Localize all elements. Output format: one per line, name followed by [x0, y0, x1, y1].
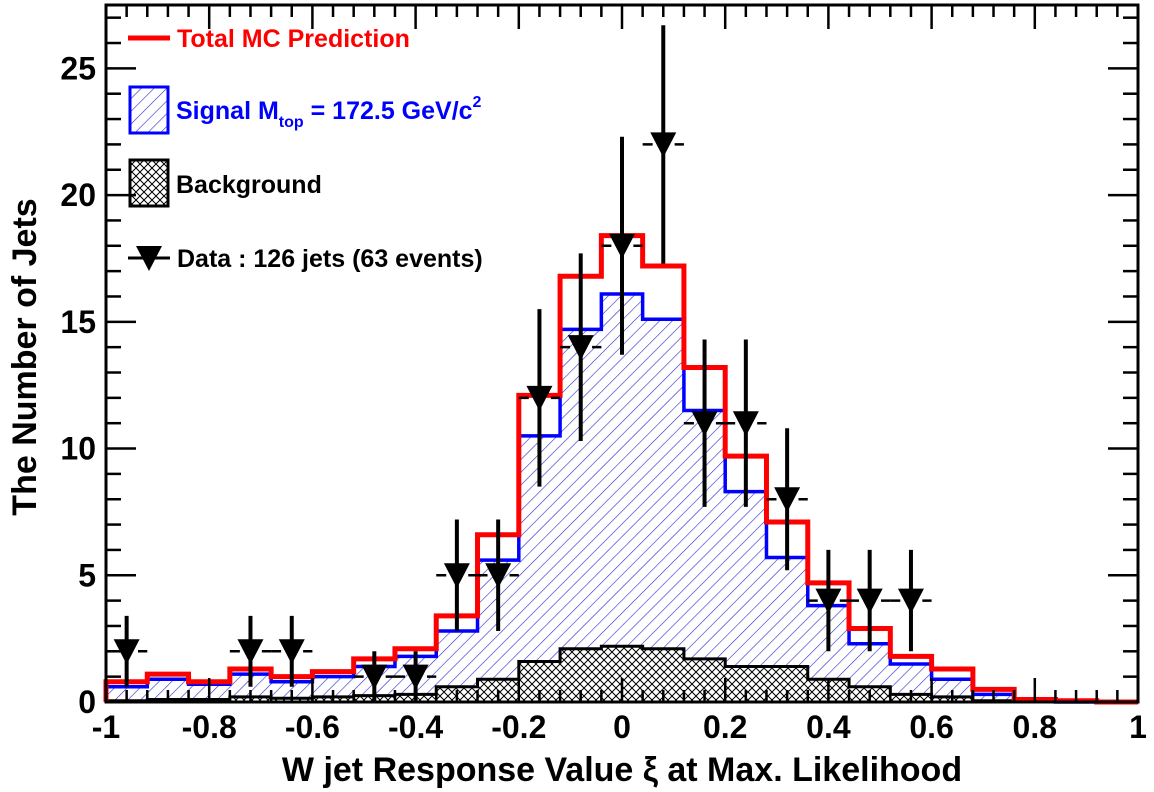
data-marker: [856, 588, 883, 614]
legend-data-label: Data : 126 jets (63 events): [177, 245, 483, 273]
data-marker: [237, 639, 264, 665]
data-marker: [278, 639, 305, 665]
data-marker: [691, 411, 718, 437]
x-tick-label: -0.2: [491, 709, 546, 745]
x-tick-label: -0.8: [182, 709, 237, 745]
y-tick-label: 10: [60, 431, 96, 467]
y-tick-label: 20: [60, 177, 96, 213]
x-tick-label: 1: [1129, 709, 1147, 745]
data-point: [766, 428, 808, 571]
axes: [104, 3, 1140, 704]
data-point: [849, 549, 891, 652]
legend-background-swatch: [128, 158, 170, 208]
data-marker: [897, 588, 924, 614]
x-tick-label: 0.6: [909, 709, 953, 745]
total-mc-line: [103, 233, 1138, 705]
x-tick-label: 0: [613, 709, 631, 745]
y-tick-labels: 0 5 10 15 20 25: [60, 50, 96, 720]
x-tick-label: 0.4: [806, 709, 851, 745]
x-tick-labels: -1 -0.8 -0.6 -0.4 -0.2 0 0.2 0.4 0.6 0.8 1: [92, 709, 1147, 745]
data-marker: [113, 639, 140, 665]
x-tick-label: -0.4: [388, 709, 443, 745]
data-point: [229, 615, 272, 687]
data-point: [601, 136, 643, 355]
legend-signal-swatch: [128, 85, 170, 135]
data-point: [642, 25, 684, 264]
legend-signal-label: Signal Mtop = 172.5 GeV/c2: [176, 94, 482, 131]
y-tick-label: 15: [60, 304, 96, 340]
data-marker: [567, 335, 594, 361]
data-point: [436, 519, 478, 632]
data-marker: [443, 563, 470, 589]
x-tick-label: 0.2: [703, 709, 747, 745]
data-point: [518, 309, 561, 487]
x-tick-label: -1: [92, 709, 120, 745]
signal-fill: [106, 293, 1138, 702]
x-tick-label: -0.6: [285, 709, 340, 745]
data-point: [683, 339, 726, 507]
data-marker: [361, 664, 388, 690]
x-axis-title: W jet Response Value ξ at Max. Likelihoo…: [282, 751, 962, 789]
data-marker: [402, 664, 429, 690]
legend: Total MC Prediction Signal Mtop = 172.5 G…: [128, 25, 483, 273]
data-point: [271, 615, 313, 687]
data-marker: [609, 233, 635, 259]
x-tick-label: 0.8: [1013, 709, 1057, 745]
data-point: [560, 253, 602, 441]
data-point: [725, 339, 767, 507]
data-marker: [650, 132, 677, 158]
y-tick-label: 25: [60, 50, 96, 86]
data-marker: [774, 487, 801, 513]
data-point: [807, 549, 850, 652]
y-tick-label: 5: [78, 557, 96, 593]
data-point: [477, 519, 519, 632]
legend-total-mc-label: Total MC Prediction: [177, 25, 410, 53]
data-marker: [526, 385, 553, 411]
data-marker: [485, 563, 512, 589]
data-marker: [732, 411, 759, 437]
y-tick-label: 0: [78, 684, 96, 720]
legend-background-label: Background: [176, 171, 322, 199]
data-points: [106, 25, 932, 702]
data-marker: [815, 588, 842, 614]
data-point: [890, 549, 932, 652]
y-axis-title: The Number of Jets: [6, 198, 44, 515]
legend-data-marker: [136, 246, 162, 271]
